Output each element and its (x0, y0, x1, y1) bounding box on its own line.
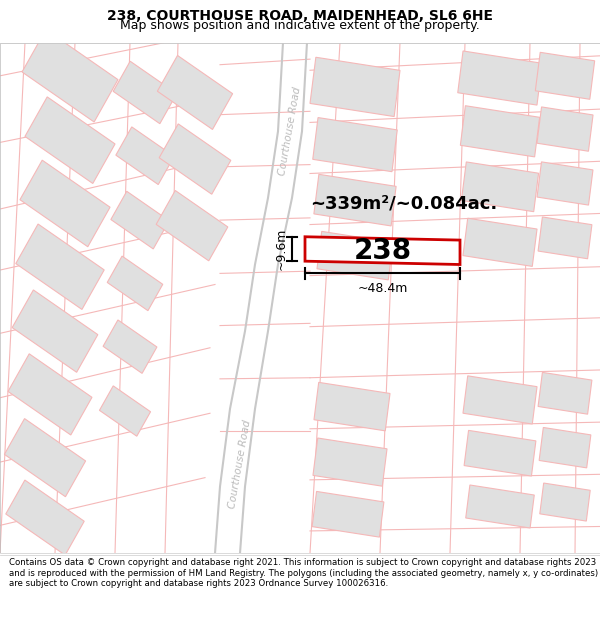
Polygon shape (6, 480, 84, 555)
Polygon shape (305, 237, 460, 264)
Text: Contains OS data © Crown copyright and database right 2021. This information is : Contains OS data © Crown copyright and d… (9, 558, 598, 588)
Polygon shape (538, 217, 592, 259)
Polygon shape (461, 162, 539, 212)
Polygon shape (539, 428, 591, 468)
Polygon shape (8, 354, 92, 435)
Polygon shape (159, 124, 231, 194)
Polygon shape (535, 52, 595, 99)
Polygon shape (156, 191, 228, 261)
Text: Courthouse Road: Courthouse Road (277, 86, 303, 176)
Polygon shape (100, 386, 151, 436)
Text: 238: 238 (353, 237, 412, 264)
Polygon shape (111, 191, 169, 249)
Polygon shape (310, 58, 400, 116)
Polygon shape (463, 218, 537, 266)
Polygon shape (313, 118, 397, 172)
Polygon shape (312, 491, 384, 537)
Text: ~339m²/~0.084ac.: ~339m²/~0.084ac. (310, 194, 497, 213)
Polygon shape (317, 231, 393, 280)
Polygon shape (463, 376, 537, 424)
Polygon shape (466, 485, 534, 528)
Polygon shape (314, 174, 396, 226)
Polygon shape (537, 162, 593, 205)
Text: Map shows position and indicative extent of the property.: Map shows position and indicative extent… (120, 19, 480, 32)
Polygon shape (107, 256, 163, 311)
Polygon shape (538, 372, 592, 414)
Polygon shape (157, 56, 233, 129)
Polygon shape (460, 106, 539, 157)
Polygon shape (22, 29, 118, 122)
Text: ~9.6m: ~9.6m (275, 228, 288, 270)
Polygon shape (537, 107, 593, 151)
Polygon shape (116, 127, 174, 184)
Polygon shape (458, 51, 542, 105)
Polygon shape (313, 438, 387, 486)
Polygon shape (16, 224, 104, 309)
Polygon shape (12, 290, 98, 372)
Polygon shape (20, 160, 110, 247)
Text: 238, COURTHOUSE ROAD, MAIDENHEAD, SL6 6HE: 238, COURTHOUSE ROAD, MAIDENHEAD, SL6 6H… (107, 9, 493, 23)
Polygon shape (113, 61, 177, 124)
Polygon shape (464, 431, 536, 476)
Polygon shape (103, 320, 157, 373)
Text: Courthouse Road: Courthouse Road (227, 419, 253, 509)
Polygon shape (314, 382, 390, 431)
Polygon shape (4, 419, 86, 497)
Text: ~48.4m: ~48.4m (358, 282, 407, 295)
Polygon shape (25, 97, 115, 184)
Polygon shape (540, 483, 590, 521)
